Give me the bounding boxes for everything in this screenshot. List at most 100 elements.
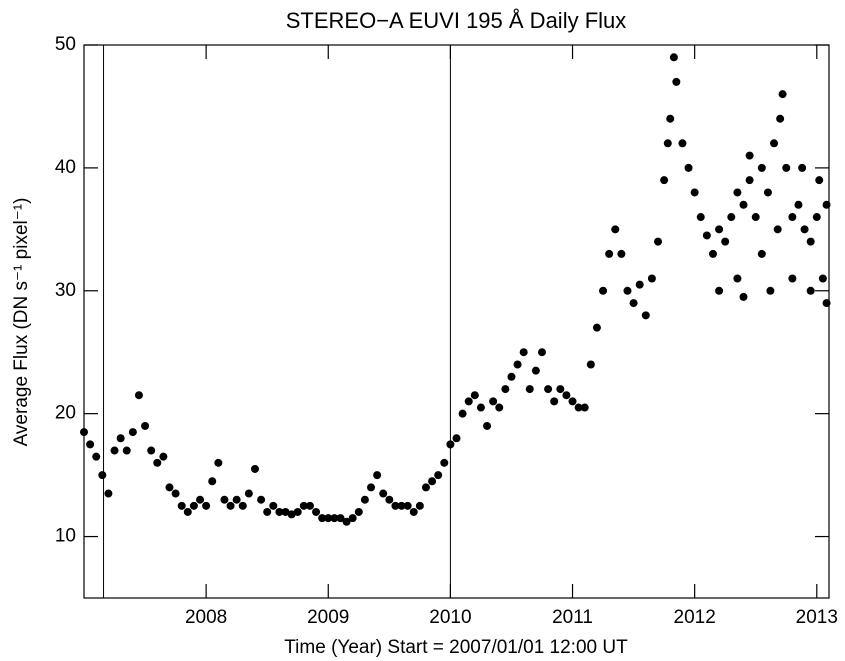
data-point: [202, 501, 211, 510]
data-point: [778, 90, 787, 99]
data-point: [663, 139, 672, 148]
data-point: [605, 249, 614, 258]
data-point: [715, 286, 724, 295]
data-point: [766, 286, 775, 295]
data-point: [550, 397, 559, 406]
data-point: [757, 249, 766, 258]
data-point: [489, 397, 498, 406]
data-point: [672, 77, 681, 86]
data-point: [312, 507, 321, 516]
data-point: [196, 495, 205, 504]
data-point: [452, 434, 461, 443]
data-point: [476, 403, 485, 412]
data-point: [165, 483, 174, 492]
data-point: [495, 403, 504, 412]
data-point: [794, 200, 803, 209]
data-point: [690, 188, 699, 197]
data-point: [501, 385, 510, 394]
data-point: [464, 397, 473, 406]
data-point: [110, 446, 119, 455]
data-point: [800, 225, 809, 234]
data-point: [483, 421, 492, 430]
data-point: [348, 514, 357, 523]
data-point: [654, 237, 663, 246]
data-point: [623, 286, 632, 295]
data-point: [373, 471, 382, 480]
data-point: [822, 299, 831, 308]
data-point: [666, 114, 675, 123]
data-point: [635, 280, 644, 289]
plot-frame: [83, 44, 830, 599]
data-point: [232, 495, 241, 504]
data-point: [812, 213, 821, 222]
data-point: [177, 501, 186, 510]
data-point: [98, 471, 107, 480]
data-point: [250, 464, 259, 473]
data-point: [440, 458, 449, 467]
data-point: [141, 421, 150, 430]
data-point: [379, 489, 388, 498]
data-point: [214, 458, 223, 467]
data-point: [86, 440, 95, 449]
data-point: [776, 114, 785, 123]
data-point: [458, 409, 467, 418]
data-point: [171, 489, 180, 498]
data-point: [537, 348, 546, 357]
data-point: [281, 507, 290, 516]
data-point: [342, 517, 351, 526]
data-point: [798, 163, 807, 172]
data-point: [715, 225, 724, 234]
x-tick-label: 2009: [307, 607, 349, 628]
data-point: [818, 274, 827, 283]
data-point: [263, 507, 272, 516]
data-point: [763, 188, 772, 197]
data-point: [782, 163, 791, 172]
data-point: [293, 507, 302, 516]
data-point: [275, 507, 284, 516]
x-tick-label: 2010: [429, 607, 471, 628]
data-point: [434, 471, 443, 480]
data-point: [599, 286, 608, 295]
data-point: [257, 495, 266, 504]
data-point: [269, 501, 278, 510]
data-point: [525, 385, 534, 394]
data-point: [696, 213, 705, 222]
data-point: [751, 213, 760, 222]
data-point: [788, 274, 797, 283]
data-point: [122, 446, 131, 455]
data-point: [226, 501, 235, 510]
data-point: [739, 200, 748, 209]
data-point: [104, 489, 113, 498]
data-point: [806, 286, 815, 295]
data-point: [562, 391, 571, 400]
data-point: [647, 274, 656, 283]
data-point: [684, 163, 693, 172]
data-point: [330, 514, 339, 523]
data-point: [708, 249, 717, 258]
data-point: [727, 213, 736, 222]
data-point: [415, 501, 424, 510]
x-tick-label: 2012: [674, 607, 716, 628]
data-point: [367, 483, 376, 492]
data-point: [544, 385, 553, 394]
data-point: [354, 507, 363, 516]
x-axis-label: Time (Year) Start = 2007/01/01 12:00 UT: [284, 637, 628, 658]
data-point: [745, 176, 754, 185]
data-point: [134, 391, 143, 400]
data-point: [299, 501, 308, 510]
data-point: [815, 176, 824, 185]
data-point: [770, 139, 779, 148]
data-point: [519, 348, 528, 357]
data-point: [360, 495, 369, 504]
y-tick-label: 50: [55, 34, 76, 55]
y-axis-label: Average Flux (DN s⁻¹ pixel⁻¹): [11, 198, 32, 447]
y-tick-label: 20: [55, 403, 76, 424]
data-point: [757, 163, 766, 172]
x-tick-label: 2011: [552, 607, 593, 628]
data-point: [574, 403, 583, 412]
data-point: [733, 188, 742, 197]
data-point: [733, 274, 742, 283]
y-tick-label: 40: [55, 157, 76, 178]
data-point: [153, 458, 162, 467]
